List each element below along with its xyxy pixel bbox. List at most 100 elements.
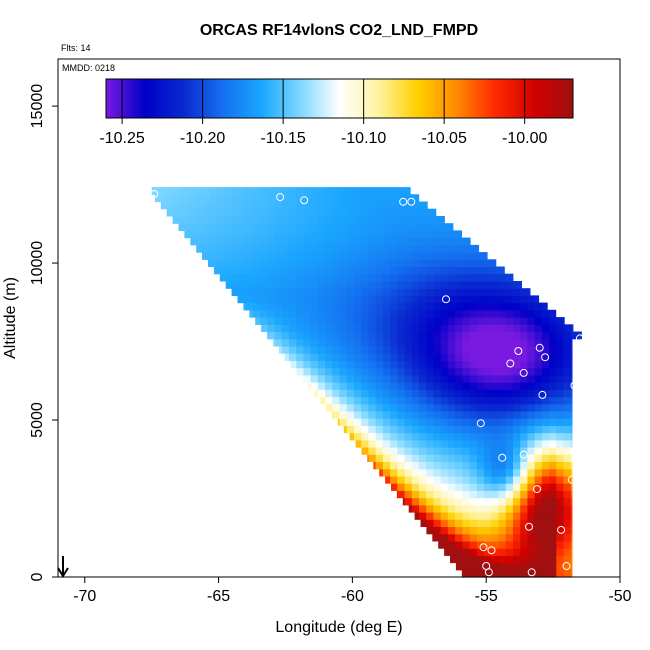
heatmap-cell [375, 338, 384, 347]
heatmap-cell [404, 396, 413, 405]
heatmap-cell [426, 512, 434, 520]
heatmap-cell [238, 288, 247, 296]
heatmap-cell [289, 252, 297, 260]
heatmap-cell [498, 309, 507, 318]
heatmap-cell [382, 331, 391, 340]
heatmap-cell [433, 208, 437, 217]
heatmap-cell [245, 295, 254, 304]
heatmap-cell [339, 288, 348, 296]
heatmap-cell [397, 273, 406, 282]
heatmap-cell [462, 526, 471, 535]
heatmap-cell [541, 555, 550, 564]
heatmap-cell [447, 324, 456, 333]
heatmap-cell [225, 281, 232, 289]
sample-point [557, 525, 566, 534]
heatmap-cell [469, 461, 478, 470]
heatmap-cell [426, 483, 434, 491]
heatmap-cell [440, 223, 449, 231]
heatmap-cell [491, 345, 500, 354]
heatmap-cell [570, 497, 573, 506]
heatmap-cell [281, 324, 290, 333]
heatmap-cell [527, 317, 536, 325]
heatmap-cell [368, 324, 377, 333]
heatmap-cell [397, 288, 406, 296]
heatmap-cell [296, 317, 304, 325]
heatmap-cell [419, 317, 427, 325]
heatmap-cell [498, 273, 507, 282]
heatmap-cell [317, 374, 326, 383]
heatmap-cell [498, 533, 507, 542]
heatmap-cell [325, 353, 333, 361]
heatmap-cell [469, 569, 478, 578]
heatmap-cell [209, 252, 218, 260]
heatmap-cell [505, 281, 514, 289]
heatmap-cell [310, 223, 319, 231]
heatmap-cell [462, 555, 471, 564]
heatmap-cell [267, 317, 276, 325]
heatmap-cell [476, 266, 485, 275]
heatmap-cell [491, 483, 500, 491]
heatmap-cell [570, 533, 573, 542]
heatmap-cell [563, 353, 572, 361]
sample-point [575, 334, 584, 343]
heatmap-cell [462, 367, 471, 376]
heatmap-cell [491, 461, 500, 470]
heatmap-cell [440, 447, 449, 455]
heatmap-cell [469, 266, 478, 275]
heatmap-cell [325, 338, 333, 347]
heatmap-cell [426, 418, 434, 426]
heatmap-cell [216, 244, 225, 253]
heatmap-cell [541, 526, 550, 535]
heatmap-cell [556, 526, 565, 535]
heatmap-cell [368, 187, 377, 195]
heatmap-cell [541, 396, 550, 405]
heatmap-cell [296, 338, 304, 347]
heatmap-cell [354, 410, 362, 419]
heatmap-cell [440, 533, 449, 542]
heatmap-cell [419, 244, 427, 253]
heatmap-cell [476, 410, 485, 419]
heatmap-cell [440, 497, 449, 506]
heatmap-cell [404, 302, 413, 311]
heatmap-cell [390, 230, 398, 239]
heatmap-cell [397, 353, 406, 361]
heatmap-cell [361, 281, 369, 289]
heatmap-cell [462, 331, 471, 340]
heatmap-cell [461, 569, 463, 578]
heatmap-cell [556, 555, 565, 564]
heatmap-cell [390, 360, 398, 369]
heatmap-cell [252, 237, 261, 246]
heatmap-cell [419, 302, 427, 311]
heatmap-cell [375, 432, 384, 441]
heatmap-cell [332, 230, 341, 239]
heatmap-cell [267, 223, 276, 231]
heatmap-cell [491, 273, 500, 282]
heatmap-cell [563, 454, 572, 462]
heatmap-cell [563, 562, 572, 571]
heatmap-cell [361, 230, 369, 239]
heatmap-cell [390, 396, 398, 405]
sample-point [442, 295, 450, 304]
heatmap-cell [310, 273, 319, 282]
heatmap-cell [317, 288, 326, 296]
heatmap-cell [433, 317, 442, 325]
heatmap-cell [216, 259, 225, 268]
heatmap-cell [223, 201, 232, 210]
heatmap-cell [281, 309, 290, 318]
heatmap-cell [520, 512, 528, 520]
heatmap-cell [173, 194, 182, 203]
heatmap-cell [455, 353, 463, 361]
heatmap-cell [484, 338, 492, 347]
heatmap-cell [520, 519, 528, 527]
heatmap-cell [426, 382, 434, 390]
heatmap-cell [281, 288, 290, 296]
heatmap-cell [534, 512, 543, 520]
heatmap-cell [426, 216, 434, 224]
colorbar: -10.25 -10.20 -10.15 -10.10 -10.05 -10.00 [99, 78, 574, 147]
heatmap-cell [563, 461, 572, 470]
sample-point [519, 450, 528, 459]
heatmap-cell [426, 439, 434, 448]
heatmap-cell [390, 302, 398, 311]
heatmap-cell [382, 353, 391, 361]
heatmap-cell [317, 317, 326, 325]
